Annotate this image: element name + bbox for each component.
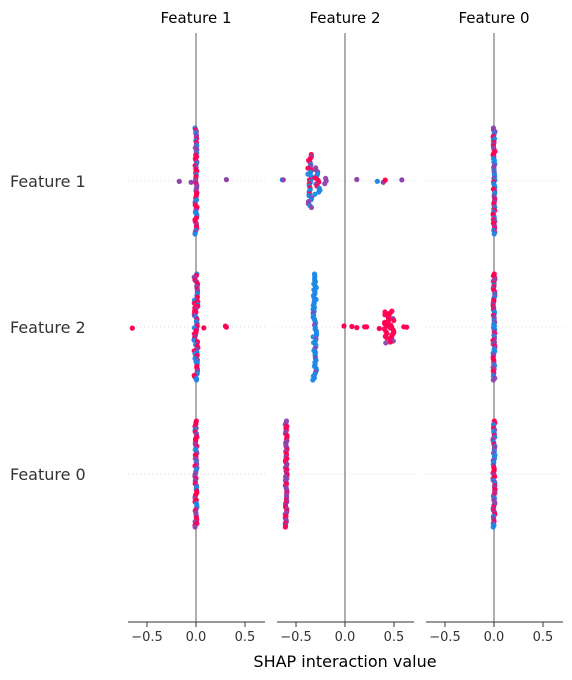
outlier-point [399,177,405,183]
x-tick-label: 0.0 [484,630,505,645]
data-point [383,340,389,346]
outlier-point [404,324,410,330]
x-tick-label: 0.0 [335,630,356,645]
outlier-point [201,325,207,331]
outlier-point [280,177,286,183]
x-tick-label: −0.5 [131,630,163,645]
outlier-point [354,325,360,331]
row-labels: Feature 1 Feature 2 Feature 0 [10,172,86,484]
outlier-point [176,178,182,184]
data-point [310,377,316,383]
x-axes: −0.5 0.0 0.5 −0.5 0.0 0.5 −0.5 0.0 0.5 [128,621,563,645]
column-title: Feature 1 [161,9,232,27]
outlier-point [223,324,229,330]
data-point [391,317,397,324]
x-tick-label: 0.0 [186,630,207,645]
x-tick-label: −0.5 [280,630,312,645]
column-titles: Feature 1 Feature 2 Feature 0 [161,9,530,27]
data-point [491,231,497,237]
data-point [387,339,393,345]
data-point [490,377,496,383]
data-points [129,125,498,530]
data-point [193,377,200,383]
outlier-point [374,178,380,184]
x-tick-label: 0.5 [235,630,256,645]
data-point [308,204,315,211]
outlier-point [129,325,135,331]
outlier-point [376,325,382,332]
outlier-point [354,176,360,183]
column-title: Feature 0 [459,9,530,27]
data-point [322,181,328,187]
x-tick-label: 0.5 [384,630,405,645]
row-label: Feature 2 [10,318,86,337]
row-label: Feature 0 [10,465,86,484]
outlier-point [341,323,347,329]
data-point [282,524,288,530]
x-tick-label: 0.5 [533,630,554,645]
x-tick-label: −0.5 [429,630,461,645]
outlier-point [382,177,388,183]
outlier-point [364,324,370,330]
outlier-point [188,179,194,185]
outlier-point [223,177,229,183]
column-title: Feature 2 [310,9,381,27]
data-point [312,191,318,197]
data-point [490,524,496,530]
row-label: Feature 1 [10,172,86,191]
x-axis-label: SHAP interaction value [253,652,436,671]
data-point [192,231,198,237]
data-point [316,189,322,195]
outlier-point [349,323,355,330]
data-point [192,524,198,530]
